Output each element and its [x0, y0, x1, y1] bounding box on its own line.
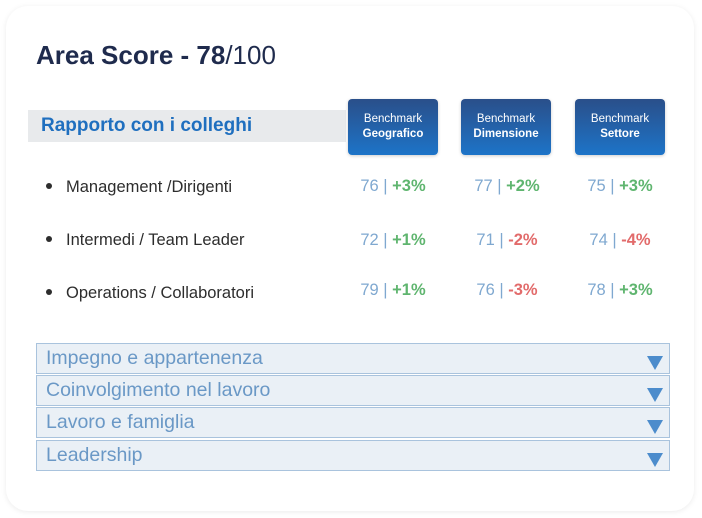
score-separator: | [499, 231, 504, 249]
accordion-label: Coinvolgimento nel lavoro [46, 379, 271, 401]
row-label-text: Management /Dirigenti [66, 178, 232, 196]
accordion-label: Impegno e appartenenza [46, 347, 263, 369]
row-label-text: Intermedi / Team Leader [66, 231, 245, 249]
score-separator: | [610, 177, 615, 195]
score-cell: 75 | +3% [570, 177, 670, 196]
accordion-coinvolgimento-nel-lavoro[interactable]: Coinvolgimento nel lavoro [36, 375, 670, 406]
benchmark-line2: Settore [600, 128, 640, 140]
score-cell: 79 | +1% [343, 281, 443, 300]
score-separator: | [383, 231, 388, 249]
score-value: 75 [587, 177, 606, 195]
score-cell: 74 | -4% [570, 231, 670, 250]
section-title: Rapporto con i colleghi [41, 115, 253, 136]
row-label-operations: Operations / Collaboratori [46, 284, 254, 303]
score-delta: +3% [392, 177, 426, 195]
score-cell: 71 | -2% [457, 231, 557, 250]
score-delta: +3% [619, 281, 653, 299]
score-separator: | [499, 281, 504, 299]
score-value: 76 [360, 177, 379, 195]
score-value: 78 [587, 281, 606, 299]
score-delta: -4% [621, 231, 651, 249]
benchmark-line2: Dimensione [473, 128, 539, 140]
row-label-management: Management /Dirigenti [46, 178, 232, 197]
triangle-down-icon[interactable] [647, 388, 663, 402]
triangle-down-icon[interactable] [647, 356, 663, 370]
score-cell: 76 | +3% [343, 177, 443, 196]
area-score-max: /100 [225, 40, 276, 70]
score-separator: | [610, 281, 615, 299]
score-cell: 72 | +1% [343, 231, 443, 250]
score-value: 76 [476, 281, 495, 299]
score-delta: +1% [392, 281, 426, 299]
accordion-label: Leadership [46, 444, 143, 466]
bullet-icon [46, 235, 52, 242]
score-value: 72 [360, 231, 379, 249]
score-separator: | [383, 281, 388, 299]
benchmark-geografico-header: Benchmark Geografico [348, 99, 438, 155]
benchmark-line2: Geografico [362, 128, 424, 140]
score-cell: 78 | +3% [570, 281, 670, 300]
score-delta: -2% [508, 231, 538, 249]
score-value: 79 [360, 281, 379, 299]
section-header-bar [28, 110, 346, 142]
row-label-text: Operations / Collaboratori [66, 284, 255, 302]
score-separator: | [383, 177, 388, 195]
score-delta: +3% [619, 177, 653, 195]
score-value: 74 [589, 231, 608, 249]
score-cell: 77 | +2% [457, 177, 557, 196]
score-delta: +1% [392, 231, 426, 249]
triangle-down-icon[interactable] [647, 453, 663, 467]
score-separator: | [497, 177, 502, 195]
score-value: 71 [476, 231, 495, 249]
area-score-label: Area Score - 78 [36, 40, 226, 70]
benchmark-line1: Benchmark [476, 113, 536, 125]
accordion-lavoro-e-famiglia[interactable]: Lavoro e famiglia [36, 407, 670, 438]
accordion-label: Lavoro e famiglia [46, 411, 195, 433]
bullet-icon [46, 288, 52, 295]
score-delta: -3% [508, 281, 538, 299]
row-label-intermedi: Intermedi / Team Leader [46, 231, 245, 250]
bullet-icon [46, 182, 52, 189]
score-cell: 76 | -3% [457, 281, 557, 300]
score-separator: | [612, 231, 617, 249]
page-title: Area Score - 78/100 [36, 40, 276, 71]
benchmark-line1: Benchmark [590, 113, 650, 125]
score-value: 77 [474, 177, 493, 195]
accordion-impegno-e-appartenenza[interactable]: Impegno e appartenenza [36, 343, 670, 374]
benchmark-line1: Benchmark [363, 113, 423, 125]
score-delta: +2% [506, 177, 540, 195]
benchmark-dimensione-header: Benchmark Dimensione [461, 99, 551, 155]
triangle-down-icon[interactable] [647, 420, 663, 434]
benchmark-settore-header: Benchmark Settore [575, 99, 665, 155]
accordion-leadership[interactable]: Leadership [36, 440, 670, 471]
